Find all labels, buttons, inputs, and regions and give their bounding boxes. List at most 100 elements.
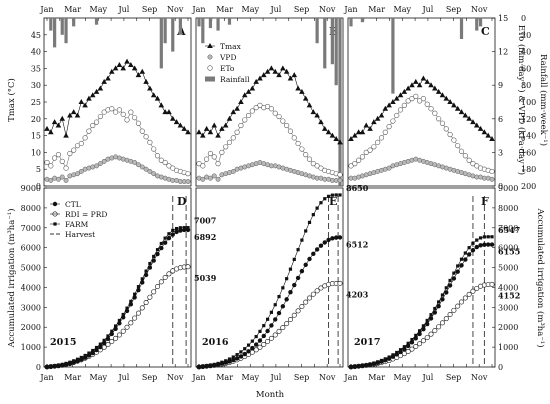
tmax-point [196, 129, 202, 135]
eto-point [416, 98, 423, 104]
rdi-point [155, 284, 161, 290]
tmax-point [272, 68, 279, 74]
rdi-line [46, 266, 189, 368]
eto-point [409, 96, 415, 102]
farm-point [216, 361, 220, 366]
tmax-point [367, 125, 373, 131]
vpd-point [136, 162, 141, 168]
month-label-bottom: Nov [471, 373, 488, 382]
vpd-point [200, 176, 206, 182]
panel-letter: E [329, 195, 337, 208]
rdi-point [303, 299, 309, 305]
rdi-point [310, 291, 316, 297]
farm-point [235, 353, 239, 357]
tmax-point [276, 72, 282, 78]
rdi-point [151, 289, 157, 295]
farm-point [334, 193, 338, 197]
ctl-point [246, 349, 251, 354]
irr-tick-label-right: 9000 [498, 184, 518, 193]
farm-point [64, 361, 68, 366]
farm-point [410, 337, 414, 342]
eto-point [112, 109, 119, 115]
ctl-point [489, 242, 495, 247]
tmax-tick-label: 20 [31, 115, 41, 124]
eto-point [249, 108, 255, 114]
rdi-point [170, 268, 176, 274]
rainfall-bar [360, 18, 365, 23]
tmax-point [420, 75, 427, 81]
tmax-point [302, 95, 309, 101]
eto-point [82, 135, 88, 141]
eto-point [405, 98, 411, 104]
ctl-point [459, 263, 464, 268]
month-label-top: Jul [117, 5, 129, 14]
month-label-bottom: Jul [269, 373, 281, 382]
rainfall-bar [178, 18, 182, 35]
tmax-point [451, 102, 457, 108]
tmax-point [234, 105, 240, 111]
ctl-end-value: 6892 [194, 232, 216, 242]
tmax-point [473, 122, 480, 128]
tmax-point [135, 72, 142, 78]
rdi-point [459, 299, 465, 305]
farm-point [140, 277, 144, 281]
ctl-point [162, 240, 168, 245]
farm-point [250, 339, 254, 343]
irr-tick-label-right: 8000 [498, 204, 518, 213]
farm-point [178, 226, 182, 230]
ctl-point [337, 235, 343, 240]
tmax-point [222, 122, 229, 128]
eto-point [371, 144, 377, 150]
eto-point [397, 107, 404, 113]
et-tick-label: 0 [498, 182, 503, 191]
irr-tick-label-left: 2000 [21, 323, 41, 332]
month-label-top: May [90, 5, 108, 14]
tmax-point [477, 125, 484, 131]
ctl-point [485, 242, 491, 247]
farm-point [277, 294, 281, 299]
tmax-line [46, 61, 189, 136]
eto-point [196, 161, 202, 167]
vpd-point [132, 160, 138, 165]
tmax-point [238, 99, 244, 104]
farm-point [459, 257, 464, 261]
month-label-bottom: Jul [421, 373, 433, 382]
ctl-point [166, 235, 172, 241]
rdi-point [337, 280, 343, 286]
tmax-point [93, 88, 100, 94]
eto-point [359, 154, 366, 160]
eto-point [97, 113, 103, 120]
month-label-top: Jan [343, 5, 357, 14]
tmax-point [128, 62, 134, 68]
ctl-point [444, 290, 449, 295]
eto-point [59, 158, 65, 164]
eto-point [226, 139, 233, 145]
tmax-point [458, 109, 465, 115]
ctl-line [350, 244, 492, 368]
month-label-top: Sep [446, 5, 461, 14]
ctl-point [463, 257, 468, 262]
farm-point [243, 347, 247, 351]
eto-series [348, 93, 495, 175]
farm-point [478, 236, 483, 240]
tmax-tick-label: 15 [31, 132, 41, 141]
rdi-point [439, 320, 445, 326]
farm-point [68, 360, 72, 364]
eto-point [291, 135, 297, 141]
vpd-series [44, 154, 191, 184]
ctl-point [280, 304, 286, 309]
irr-tick-label-right: 3000 [498, 303, 518, 312]
month-label-top: Nov [319, 5, 336, 14]
tmax-point [424, 78, 431, 84]
vpd-point [48, 177, 54, 183]
farm-point [129, 299, 133, 303]
irr-tick-label-left: 9000 [21, 184, 41, 193]
farm-point [133, 292, 137, 296]
et-tick-label: 15 [498, 14, 508, 23]
tmax-point [105, 75, 111, 81]
tmax-point [355, 129, 362, 135]
legend-eto-label: ETo [220, 64, 235, 73]
rdi-point [253, 347, 259, 353]
farm-point [117, 318, 122, 323]
tmax-series [44, 58, 191, 138]
